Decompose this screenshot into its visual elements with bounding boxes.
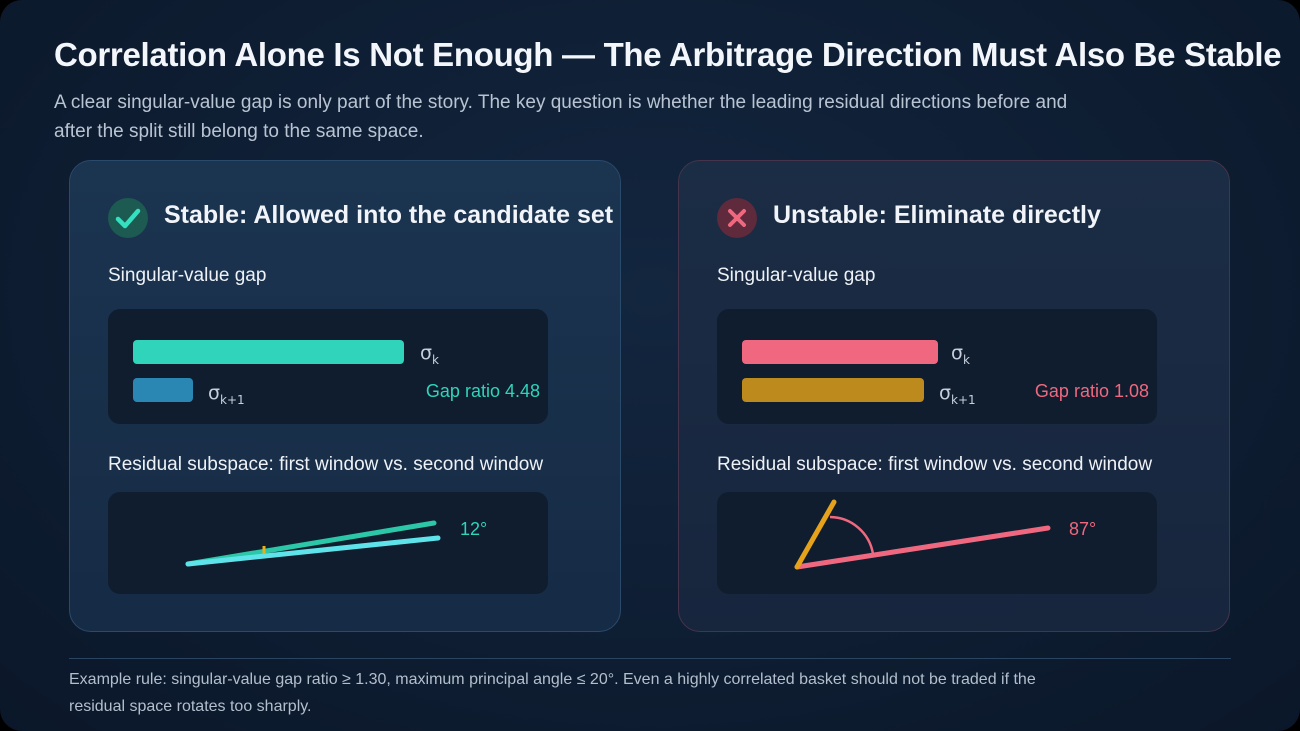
footer-note: Example rule: singular-value gap ratio ≥… — [69, 671, 1036, 715]
page-subtitle: A clear singular-value gap is only part … — [54, 92, 1068, 142]
unstable-angle-chart: 87° — [717, 492, 1157, 594]
stable-gap-chart: σk σk+1 Gap ratio 4.48 — [108, 309, 548, 424]
stable-angle-chart: 12° — [108, 492, 548, 594]
check-icon — [108, 198, 148, 238]
footer-divider — [69, 658, 1231, 659]
stable-panel-title: Stable: Allowed into the candidate set — [164, 201, 614, 229]
unstable-gap-ratio: Gap ratio 1.08 — [1034, 381, 1149, 401]
unstable-first-window-vector — [794, 525, 1051, 570]
stable-second-window-vector — [185, 535, 441, 567]
unstable-gap-chart: σk σk+1 Gap ratio 1.08 — [717, 309, 1157, 424]
stable-first-window-vector — [185, 520, 437, 567]
unstable-sigma-k-bar — [742, 340, 938, 364]
unstable-gap-label: Singular-value gap — [717, 265, 876, 286]
stable-gap-label: Singular-value gap — [108, 265, 267, 286]
unstable-angle-arc — [829, 515, 875, 555]
stable-gap-ratio: Gap ratio 4.48 — [425, 381, 540, 401]
unstable-sigma-k1-bar — [742, 378, 924, 402]
stable-sigma-k1-bar — [133, 378, 193, 402]
unstable-panel: Unstable: Eliminate directly Singular-va… — [678, 160, 1230, 632]
unstable-sigma-k-label: σk — [951, 342, 970, 367]
x-icon — [717, 198, 757, 238]
stable-sigma-k-label: σk — [420, 342, 439, 367]
stable-sigma-k1-label: σk+1 — [208, 382, 245, 407]
stable-subspace-label: Residual subspace: first window vs. seco… — [108, 454, 544, 475]
unstable-second-window-vector — [794, 499, 837, 570]
page-title: Correlation Alone Is Not Enough — The Ar… — [54, 36, 1282, 73]
unstable-subspace-label: Residual subspace: first window vs. seco… — [717, 454, 1153, 475]
stable-sigma-k-bar — [133, 340, 404, 364]
unstable-panel-title: Unstable: Eliminate directly — [773, 201, 1101, 229]
unstable-sigma-k1-label: σk+1 — [939, 382, 976, 407]
unstable-angle-value: 87° — [1069, 519, 1097, 539]
stable-angle-value: 12° — [460, 519, 488, 539]
stable-panel: Stable: Allowed into the candidate set S… — [69, 160, 621, 632]
